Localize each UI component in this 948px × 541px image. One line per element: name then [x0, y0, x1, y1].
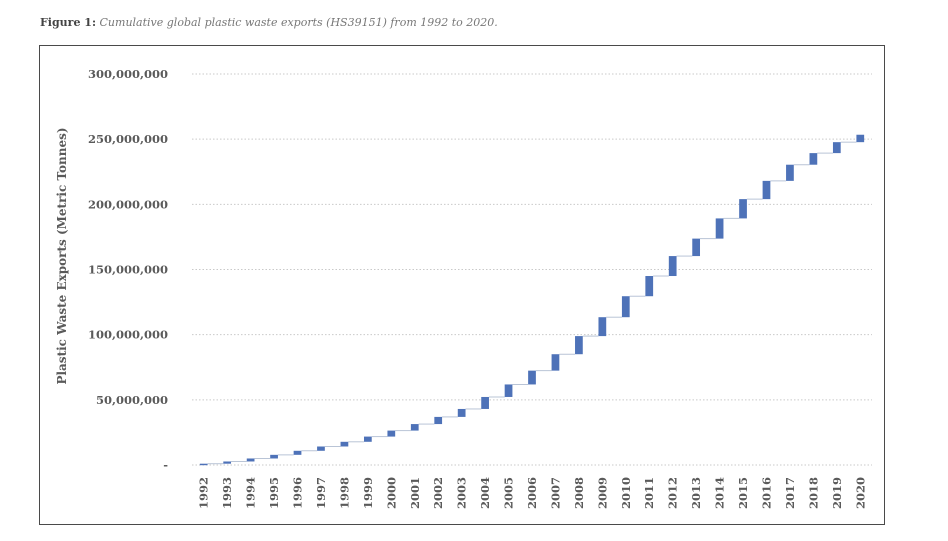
y-tick-label: 250,000,000 [88, 132, 168, 146]
bar-2006 [528, 370, 536, 385]
bar-1997 [317, 446, 325, 451]
figure-caption: Figure 1: Cumulative global plastic wast… [40, 16, 498, 29]
x-tick-label: 2020 [853, 477, 867, 509]
bar-1999 [363, 436, 372, 442]
x-tick-label: 1996 [291, 477, 305, 509]
bar-2008 [575, 336, 583, 355]
gridlines [192, 73, 872, 466]
x-tick-label: 2015 [736, 477, 750, 509]
figure-caption-text: Cumulative global plastic waste exports … [99, 16, 498, 29]
x-tick-label: 1997 [314, 477, 328, 509]
x-tick-label: 2001 [408, 477, 422, 509]
bar-2002 [434, 416, 443, 425]
bar-2011 [645, 276, 654, 297]
x-tick-label: 1999 [361, 477, 375, 509]
x-tick-label: 1992 [197, 477, 211, 509]
y-tick-label: 100,000,000 [88, 328, 168, 342]
bar-2016 [762, 180, 771, 200]
bar-2004 [481, 396, 489, 409]
bar-1993 [223, 461, 232, 464]
bar-2014 [715, 218, 724, 239]
x-tick-label: 2017 [783, 477, 797, 509]
y-tick-label: 300,000,000 [88, 67, 168, 81]
x-tick-label: 2014 [713, 477, 727, 509]
x-tick-label: 2016 [759, 477, 773, 509]
bar-1996 [293, 450, 302, 455]
bar-2018 [809, 153, 818, 165]
x-tick-label: 2013 [689, 477, 703, 509]
bar-2015 [739, 199, 747, 219]
x-tick-label: 2002 [431, 477, 445, 509]
bar-1992 [199, 463, 208, 466]
x-tick-label: 2008 [572, 477, 586, 509]
bar-1998 [340, 441, 349, 447]
bars [199, 134, 865, 466]
bar-2007 [551, 354, 560, 371]
x-tick-label: 2019 [830, 477, 844, 509]
x-tick-label: 2000 [384, 477, 398, 509]
connectors [207, 141, 857, 465]
bar-2017 [786, 164, 794, 181]
y-tick-labels: - 50,000,000 100,000,000 150,000,000 200,000… [88, 67, 168, 472]
bar-2001 [410, 424, 419, 431]
bar-2000 [387, 430, 396, 437]
x-tick-label: 1998 [337, 477, 351, 509]
y-tick-label: 200,000,000 [88, 197, 168, 211]
bar-1995 [270, 454, 278, 459]
bar-2019 [832, 142, 841, 154]
bar-1994 [246, 458, 255, 462]
y-axis-label: Plastic Waste Exports (Metric Tonnes) [55, 127, 69, 384]
bar-2013 [692, 238, 701, 257]
x-tick-label: 2006 [525, 477, 539, 509]
x-tick-label: 2011 [642, 477, 656, 509]
x-tick-label: 1995 [267, 477, 281, 509]
bar-2009 [598, 317, 607, 337]
x-tick-label: 2012 [666, 477, 680, 509]
y-tick-label: 150,000,000 [88, 263, 168, 277]
waterfall-chart: Plastic Waste Exports (Metric Tonnes) - 5… [55, 67, 872, 509]
bar-2003 [457, 408, 466, 417]
bar-2020 [856, 134, 865, 143]
x-tick-label: 1993 [220, 477, 234, 509]
y-tick-label: - [163, 458, 168, 472]
bar-2005 [504, 384, 513, 397]
x-tick-label: 2009 [595, 477, 609, 509]
x-tick-label: 1994 [244, 477, 258, 509]
bar-2012 [668, 256, 677, 277]
x-tick-label: 2004 [478, 477, 492, 509]
x-tick-label: 2005 [502, 477, 516, 509]
x-tick-labels: 1992 1993 1994 1995 1996 1997 1998 1999 2000 2001… [197, 477, 868, 509]
x-tick-label: 2018 [806, 477, 820, 509]
chart-frame: Plastic Waste Exports (Metric Tonnes) - 5… [39, 45, 885, 525]
x-tick-label: 2003 [455, 477, 469, 509]
bar-2010 [621, 296, 630, 318]
figure-label: Figure 1: [40, 16, 97, 29]
x-tick-label: 2010 [619, 477, 633, 509]
x-tick-label: 2007 [548, 477, 562, 509]
y-tick-label: 50,000,000 [96, 393, 168, 407]
